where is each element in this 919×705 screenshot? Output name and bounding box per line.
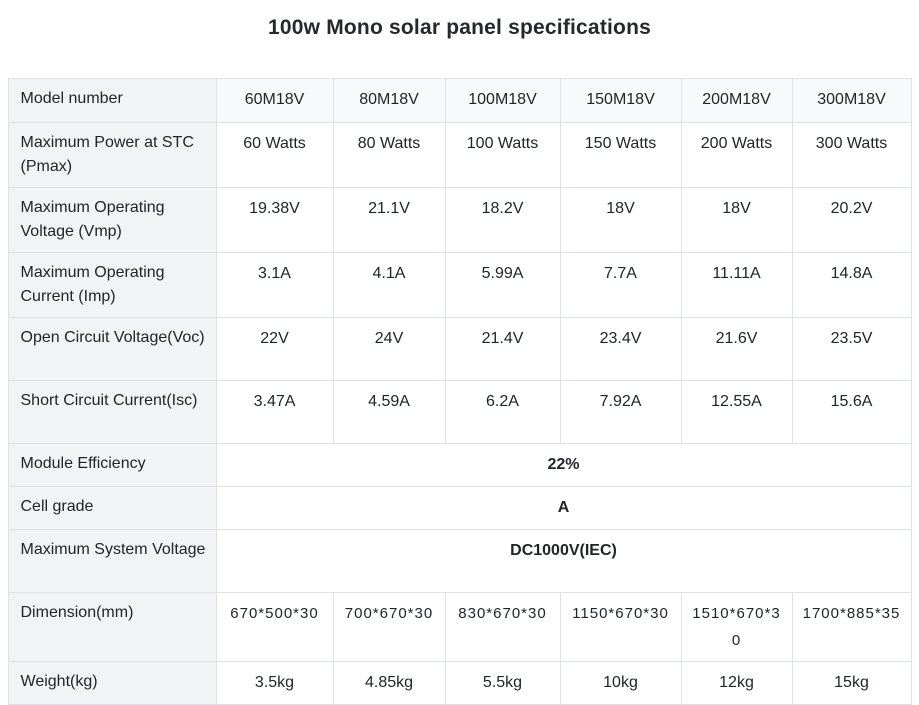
spec-cell: 700*670*30: [332, 592, 446, 662]
spec-cell: 200 Watts: [680, 122, 793, 188]
spec-cell-highlighted: 5.99A: [444, 252, 561, 318]
spec-cell: 23.4V: [559, 317, 682, 381]
spec-cell: 20.2V: [791, 187, 912, 253]
spec-cell: 18V: [680, 187, 793, 253]
spec-cell: 14.8A: [791, 252, 912, 318]
table-row-module-efficiency: Module Efficiency 22%: [7, 443, 912, 487]
span-value: A: [215, 486, 912, 530]
model-header: 80M18V: [332, 78, 446, 123]
row-label: Maximum Operating Current (Imp): [7, 252, 217, 318]
spec-cell: 19.38V: [215, 187, 334, 253]
spec-table: Model number 60M18V 80M18V 100M18V 150M1…: [7, 78, 912, 705]
spec-cell: 11.11A: [680, 252, 793, 318]
table-row-cell-grade: Cell grade A: [7, 486, 912, 530]
model-header: 60M18V: [215, 78, 334, 123]
table-row-isc: Short Circuit Current(Isc) 3.47A 4.59A 6…: [7, 380, 912, 444]
spec-cell: 4.1A: [332, 252, 446, 318]
spec-cell-highlighted: 6.2A: [444, 380, 561, 444]
spec-cell: 1510*670*30: [680, 592, 793, 662]
model-header-highlighted: 100M18V: [444, 78, 561, 123]
table-row-dimension: Dimension(mm) 670*500*30 700*670*30 830*…: [7, 592, 912, 662]
spec-cell: 23.5V: [791, 317, 912, 381]
spec-cell-highlighted: 21.4V: [444, 317, 561, 381]
row-label: Model number: [7, 78, 217, 123]
table-row-imp: Maximum Operating Current (Imp) 3.1A 4.1…: [7, 252, 912, 318]
spec-cell: 3.47A: [215, 380, 334, 444]
spec-cell: 21.6V: [680, 317, 793, 381]
spec-cell: 3.1A: [215, 252, 334, 318]
spec-cell: 22V: [215, 317, 334, 381]
spec-cell: 24V: [332, 317, 446, 381]
row-label: Module Efficiency: [7, 443, 217, 487]
spec-cell: 15.6A: [791, 380, 912, 444]
row-label: Maximum System Voltage: [7, 529, 217, 593]
model-header: 150M18V: [559, 78, 682, 123]
span-value: 22%: [215, 443, 912, 487]
spec-cell: 300 Watts: [791, 122, 912, 188]
row-label: Weight(kg): [7, 661, 217, 705]
spec-cell: 1150*670*30: [559, 592, 682, 662]
spec-cell: 60 Watts: [215, 122, 334, 188]
table-row-voc: Open Circuit Voltage(Voc) 22V 24V 21.4V …: [7, 317, 912, 381]
spec-cell: 4.59A: [332, 380, 446, 444]
row-label: Dimension(mm): [7, 592, 217, 662]
spec-cell-highlighted: 18.2V: [444, 187, 561, 253]
spec-cell: 7.92A: [559, 380, 682, 444]
spec-cell: 21.1V: [332, 187, 446, 253]
model-header: 200M18V: [680, 78, 793, 123]
table-row-vmp: Maximum Operating Voltage (Vmp) 19.38V 2…: [7, 187, 912, 253]
spec-cell: 10kg: [559, 661, 682, 705]
table-row-max-system-voltage: Maximum System Voltage DC1000V(IEC): [7, 529, 912, 593]
spec-cell: 3.5kg: [215, 661, 334, 705]
span-value: DC1000V(IEC): [215, 529, 912, 593]
spec-cell: 15kg: [791, 661, 912, 705]
row-label: Short Circuit Current(Isc): [7, 380, 217, 444]
spec-cell: 670*500*30: [215, 592, 334, 662]
row-label: Open Circuit Voltage(Voc): [7, 317, 217, 381]
spec-cell-highlighted: 830*670*30: [444, 592, 561, 662]
table-row-model-number: Model number 60M18V 80M18V 100M18V 150M1…: [7, 78, 912, 123]
spec-cell: 12.55A: [680, 380, 793, 444]
spec-cell: 4.85kg: [332, 661, 446, 705]
spec-cell-highlighted: 100 Watts: [444, 122, 561, 188]
spec-cell: 80 Watts: [332, 122, 446, 188]
row-label: Cell grade: [7, 486, 217, 530]
spec-cell: 1700*885*35: [791, 592, 912, 662]
spec-cell: 150 Watts: [559, 122, 682, 188]
spec-cell: 7.7A: [559, 252, 682, 318]
spec-cell: 18V: [559, 187, 682, 253]
spec-cell: 12kg: [680, 661, 793, 705]
table-row-pmax: Maximum Power at STC (Pmax) 60 Watts 80 …: [7, 122, 912, 188]
page-title: 100w Mono solar panel specifications: [268, 16, 651, 39]
row-label: Maximum Power at STC (Pmax): [7, 122, 217, 188]
spec-cell-highlighted: 5.5kg: [444, 661, 561, 705]
model-header: 300M18V: [791, 78, 912, 123]
row-label: Maximum Operating Voltage (Vmp): [7, 187, 217, 253]
table-row-weight: Weight(kg) 3.5kg 4.85kg 5.5kg 10kg 12kg …: [7, 661, 912, 705]
